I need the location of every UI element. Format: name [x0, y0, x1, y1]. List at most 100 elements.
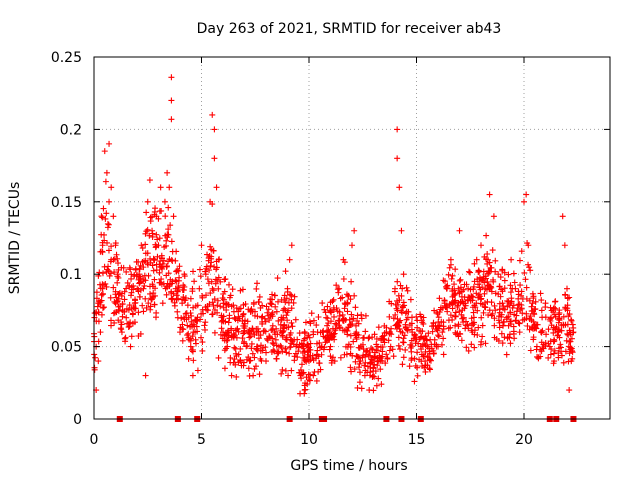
- data-point: [140, 308, 147, 315]
- data-point: [414, 324, 421, 331]
- data-point: [113, 251, 120, 258]
- data-point: [306, 358, 312, 365]
- data-point: [518, 292, 525, 299]
- data-point: [496, 300, 503, 307]
- data-point: [340, 317, 347, 324]
- data-point: [131, 305, 138, 312]
- data-point: [269, 291, 276, 298]
- data-point: [480, 276, 487, 283]
- data-point: [476, 284, 483, 291]
- data-point: [465, 285, 472, 292]
- data-point: [451, 298, 458, 305]
- data-point: [559, 213, 566, 220]
- data-point: [339, 311, 346, 318]
- data-point: [283, 312, 290, 319]
- data-point: [192, 303, 199, 310]
- data-point: [395, 342, 402, 349]
- data-point: [103, 269, 110, 276]
- data-point: [107, 294, 114, 301]
- data-point: [150, 267, 157, 274]
- data-point: [332, 320, 339, 327]
- data-point: [298, 375, 305, 382]
- data-point: [482, 285, 489, 292]
- data-point: [403, 284, 410, 291]
- data-point: [297, 372, 304, 379]
- data-point: [451, 281, 458, 288]
- data-point: [479, 322, 486, 329]
- data-point: [511, 279, 518, 286]
- data-point: [315, 368, 322, 375]
- data-point: [179, 321, 186, 328]
- data-point: [519, 310, 526, 317]
- data-point: [469, 297, 476, 304]
- data-point: [240, 322, 247, 329]
- data-point: [529, 290, 536, 297]
- data-point: [144, 226, 151, 233]
- data-point: [452, 300, 459, 307]
- data-point: [103, 169, 110, 176]
- data-point: [285, 307, 292, 314]
- data-point: [373, 335, 380, 342]
- data-point: [247, 357, 254, 364]
- x-tick-label: 5: [197, 432, 206, 448]
- data-point: [153, 231, 160, 238]
- data-point: [136, 293, 143, 300]
- data-point: [282, 345, 289, 352]
- data-point: [430, 350, 437, 357]
- data-point: [213, 184, 220, 191]
- data-point: [249, 350, 256, 357]
- data-point: [207, 243, 214, 250]
- data-point: [562, 291, 569, 298]
- data-point: [310, 372, 317, 379]
- data-point: [146, 177, 153, 184]
- data-point: [202, 271, 209, 278]
- data-point: [496, 283, 503, 290]
- data-point: [112, 242, 119, 249]
- data-point: [516, 257, 523, 264]
- data-point: [565, 343, 572, 350]
- data-point: [291, 293, 298, 300]
- data-point: [552, 325, 559, 332]
- data-point: [250, 328, 257, 335]
- data-point: [199, 294, 206, 301]
- data-point: [141, 282, 148, 289]
- data-point: [279, 348, 286, 355]
- data-point: [503, 351, 510, 358]
- data-point: [153, 314, 159, 321]
- data-point: [471, 260, 478, 267]
- data-point: [530, 334, 537, 341]
- data-point: [240, 359, 247, 366]
- data-point: [550, 309, 557, 316]
- data-point: [336, 325, 343, 332]
- data-point: [352, 358, 359, 365]
- data-point: [449, 305, 456, 312]
- data-point: [336, 285, 343, 292]
- data-point: [139, 245, 146, 252]
- data-point: [281, 325, 288, 332]
- data-point: [353, 329, 360, 336]
- data-point: [393, 305, 400, 312]
- data-point: [227, 354, 234, 361]
- data-point: [187, 343, 194, 350]
- data-point: [375, 324, 382, 331]
- data-point: [184, 332, 191, 339]
- data-point: [103, 283, 110, 290]
- data-point: [516, 329, 523, 336]
- data-point: [538, 339, 545, 346]
- data-point: [406, 322, 413, 329]
- data-point: [231, 314, 238, 321]
- data-point: [347, 321, 354, 328]
- data-point: [102, 280, 109, 287]
- data-point: [313, 340, 320, 347]
- data-point: [551, 358, 558, 365]
- x-tick-label: 0: [90, 432, 99, 448]
- data-point: [506, 331, 513, 338]
- data-point: [368, 345, 375, 352]
- data-point: [176, 274, 183, 281]
- data-point: [286, 256, 293, 263]
- data-point: [330, 354, 337, 361]
- data-point: [315, 314, 322, 321]
- data-point: [507, 309, 514, 316]
- data-point: [515, 295, 522, 302]
- data-point: [256, 371, 263, 378]
